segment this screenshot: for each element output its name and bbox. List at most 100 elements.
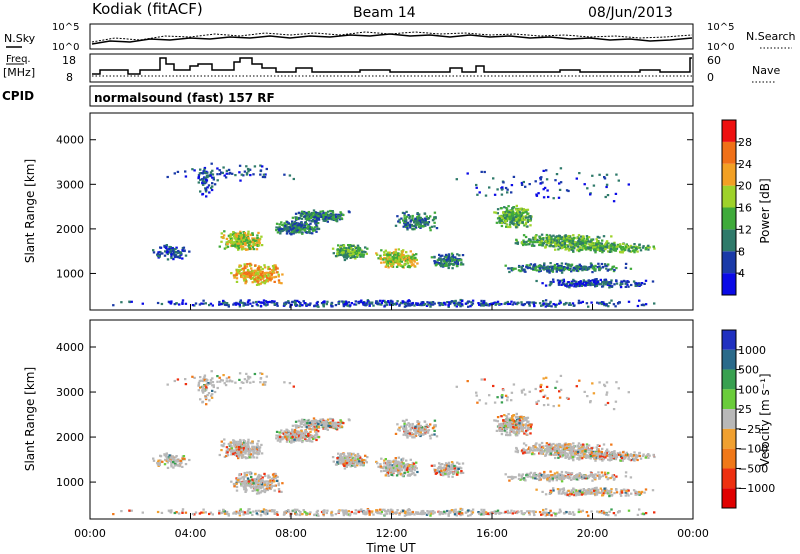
power-cell (422, 303, 426, 306)
power-cell (235, 280, 239, 283)
power-cell (400, 260, 404, 263)
power-cell (476, 193, 479, 196)
power-cell (619, 286, 623, 289)
power-cell (347, 246, 351, 249)
power-cell (549, 262, 552, 265)
power-cell (580, 267, 584, 270)
velocity-cell (315, 432, 318, 435)
power-cell (194, 302, 198, 305)
velocity-cell (201, 389, 204, 392)
power-cell (309, 302, 312, 305)
power-cell (156, 254, 160, 257)
power-cell (141, 302, 144, 305)
power-cell (451, 256, 454, 259)
velocity-cell (342, 453, 346, 456)
power-cell (552, 303, 555, 306)
velocity-cell (207, 392, 211, 395)
power-cell (251, 237, 254, 240)
power-cell (414, 217, 417, 220)
power-cell (181, 257, 184, 260)
power-cell (572, 266, 575, 269)
power-cell (398, 221, 401, 224)
power-cell (223, 174, 226, 177)
velocity-cell (317, 436, 320, 439)
power-cell (461, 263, 465, 266)
power-cell (634, 284, 637, 287)
power-cell (388, 301, 391, 304)
power-cell (396, 253, 399, 257)
power-cell (242, 267, 246, 270)
power-cell (566, 266, 569, 269)
power-cell (613, 283, 616, 286)
power-cell (595, 248, 598, 251)
velocity-cell (247, 452, 251, 455)
power-cell (509, 225, 512, 229)
power-cell (554, 243, 557, 246)
power-cell (332, 214, 336, 217)
power-cell (641, 246, 645, 249)
power-cell (246, 248, 249, 251)
power-cell (243, 263, 246, 266)
power-cell (412, 263, 415, 266)
power-cell (562, 283, 565, 286)
power-cell (415, 258, 418, 261)
power-cell (285, 229, 288, 232)
power-cell (508, 270, 511, 274)
velocity-cell (233, 443, 236, 446)
power-cell (250, 267, 253, 270)
power-cell (402, 258, 405, 261)
power-cell (453, 304, 457, 307)
power-cell (596, 248, 600, 251)
power-cell (242, 269, 245, 272)
power-cell (270, 277, 273, 280)
velocity-cell (163, 463, 167, 466)
power-cell (525, 264, 529, 267)
power-cell (418, 219, 421, 222)
power-cell (632, 280, 636, 283)
power-cell (466, 172, 469, 175)
velocity-cell (238, 473, 241, 476)
noise-right-label: N.Search (746, 30, 796, 43)
power-cell (626, 283, 629, 286)
power-cell (251, 281, 254, 284)
power-cell (517, 265, 521, 268)
velocity-cell (226, 454, 230, 457)
power-cell (506, 191, 509, 194)
velocity-cell (324, 421, 328, 424)
power-cell (257, 300, 260, 303)
power-cell (311, 229, 315, 232)
power-cell (205, 174, 209, 177)
velocity-cell (288, 434, 292, 437)
power-cell (259, 282, 262, 285)
power-cell (591, 271, 594, 274)
power-cell (383, 253, 386, 256)
velocity-cell (188, 458, 191, 462)
power-cell (535, 234, 538, 237)
power-cell (581, 248, 584, 251)
power-cell (505, 211, 508, 214)
power-cell (614, 249, 618, 252)
power-cell (312, 209, 316, 212)
velocity-cell (291, 424, 295, 427)
velocity-cell (300, 431, 304, 435)
power-cell (339, 246, 342, 249)
power-cell (389, 253, 392, 256)
power-cell (284, 301, 287, 304)
power-cell (563, 245, 567, 248)
velocity-cell (338, 423, 342, 426)
velocity-cell (297, 419, 301, 422)
power-cell (510, 184, 514, 187)
velocity-cell (178, 465, 182, 468)
velocity-cell (241, 453, 245, 456)
power-cell (274, 264, 277, 267)
power-cell (601, 251, 604, 254)
power-cell (166, 175, 169, 179)
velocity-cell (325, 427, 328, 430)
velocity-cell (281, 431, 284, 435)
power-cell (594, 251, 597, 254)
power-cell (636, 284, 639, 287)
power-cell (601, 247, 604, 250)
power-cell (152, 249, 155, 252)
power-cell (561, 242, 564, 245)
power-cell (505, 215, 509, 218)
